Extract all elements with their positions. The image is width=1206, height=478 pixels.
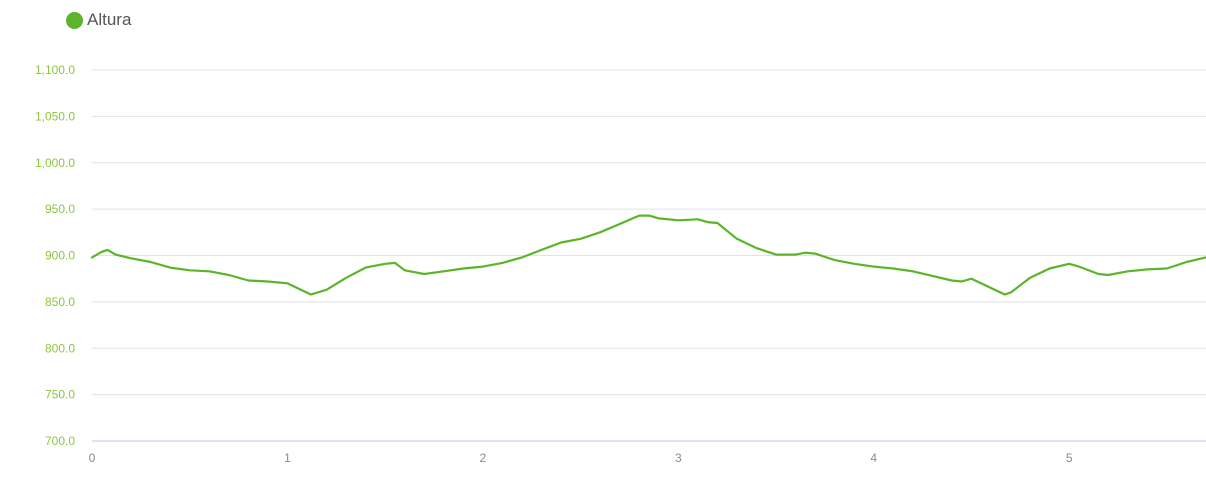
series-line-altura: [90, 214, 1206, 296]
gridlines: [92, 69, 1206, 396]
y-tick-label: 800.0: [45, 341, 75, 355]
legend-dot-icon: [66, 11, 83, 29]
x-axis-tick-labels: 0 1 2 3 4 5: [89, 451, 1073, 465]
y-tick-label: 750.0: [45, 388, 75, 402]
x-tick-label: 0: [89, 451, 96, 465]
series-layer: [90, 214, 1206, 296]
x-tick-label: 4: [870, 451, 877, 465]
x-tick-label: 2: [480, 451, 487, 465]
y-tick-label: 1,050.0: [35, 109, 75, 123]
y-tick-label: 900.0: [45, 249, 75, 263]
y-tick-label: 1,100.0: [35, 63, 75, 77]
y-axis-tick-labels: 700.0 750.0 800.0 850.0 900.0 950.0 1,000.0 1,0…: [35, 63, 75, 448]
legend[interactable]: Altura: [66, 10, 131, 30]
y-tick-label: 850.0: [45, 295, 75, 309]
y-tick-label: 1,000.0: [35, 156, 75, 170]
y-tick-label: 950.0: [45, 202, 75, 216]
y-tick-label: 700.0: [45, 434, 75, 448]
x-tick-label: 5: [1066, 451, 1073, 465]
legend-label: Altura: [87, 10, 132, 29]
x-tick-label: 1: [284, 451, 291, 465]
x-tick-label: 3: [675, 451, 682, 465]
